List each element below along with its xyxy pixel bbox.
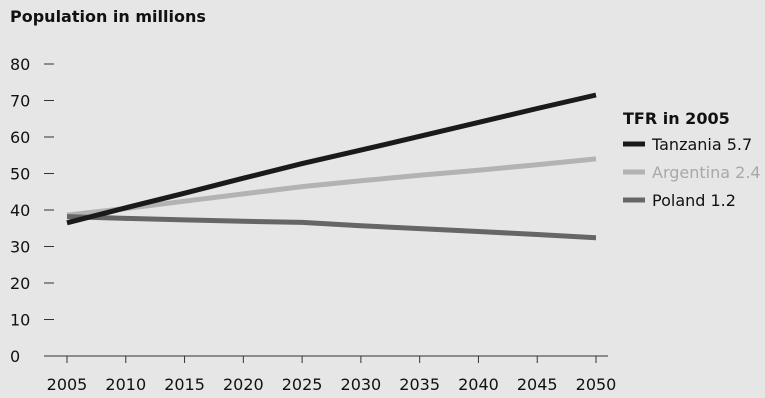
y-tick-label: 30 <box>10 238 30 257</box>
y-tick-label: 70 <box>10 92 30 111</box>
x-tick-label: 2010 <box>105 375 146 394</box>
x-tick-label: 2015 <box>164 375 205 394</box>
y-tick-label: 80 <box>10 55 30 74</box>
legend-title: TFR in 2005 <box>623 109 730 128</box>
series-line-poland <box>66 214 597 241</box>
series-lines <box>66 92 597 241</box>
y-tick-label: 40 <box>10 201 30 220</box>
y-tick-label: 60 <box>10 128 30 147</box>
x-tick-label: 2025 <box>282 375 323 394</box>
x-tick-label: 2045 <box>517 375 558 394</box>
y-tick-label: 50 <box>10 165 30 184</box>
series-line-tanzania <box>66 92 597 226</box>
legend: TFR in 2005 Tanzania 5.7 Argentina 2.4 Pol… <box>623 109 761 210</box>
y-tick-label: 10 <box>10 311 30 330</box>
x-tick-label: 2050 <box>576 375 617 394</box>
chart-title: Population in millions <box>10 7 206 26</box>
y-axis: 0 10 20 30 40 50 60 70 80 <box>10 55 54 366</box>
legend-label: Poland 1.2 <box>652 191 736 210</box>
x-tick-label: 2005 <box>47 375 88 394</box>
x-tick-label: 2030 <box>341 375 382 394</box>
series-line-argentina <box>66 156 597 218</box>
x-tick-label: 2035 <box>399 375 440 394</box>
x-axis: 2005 2010 2015 2020 2025 2030 2035 2040 2045 2050 <box>44 355 617 394</box>
y-tick-label: 0 <box>10 347 20 366</box>
legend-items: Tanzania 5.7 Argentina 2.4 Poland 1.2 <box>623 135 761 210</box>
x-tick-label: 2040 <box>458 375 499 394</box>
legend-label: Argentina 2.4 <box>652 163 761 182</box>
legend-label: Tanzania 5.7 <box>651 135 752 154</box>
x-tick-label: 2020 <box>223 375 264 394</box>
y-tick-label: 20 <box>10 274 30 293</box>
